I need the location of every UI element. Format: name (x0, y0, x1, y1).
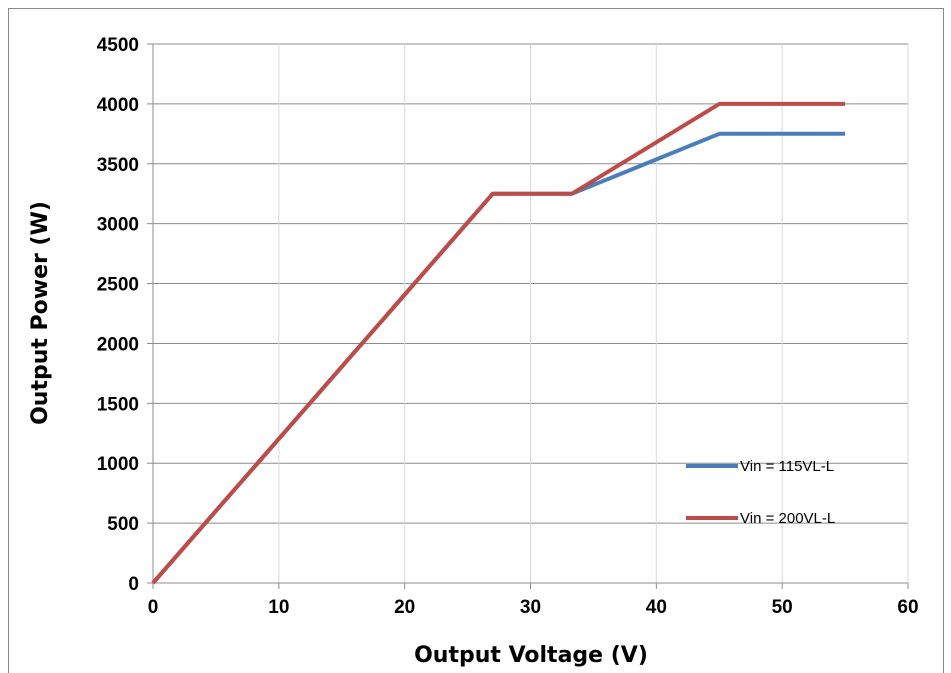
y-tick-label: 2500 (97, 275, 139, 296)
y-tick-label: 2000 (97, 334, 139, 355)
legend-label-2: Vin = 200VL-L (740, 510, 835, 527)
y-axis-title: Output Power (W) (28, 201, 53, 425)
y-tick-label: 500 (107, 514, 139, 535)
x-tick-label: 30 (520, 597, 541, 618)
y-tick-label: 3000 (97, 215, 139, 236)
y-tick-label: 4000 (97, 95, 139, 116)
x-tick-label: 20 (394, 597, 415, 618)
y-tick-label: 0 (128, 574, 139, 595)
y-tick-label: 3500 (97, 155, 139, 176)
series-line-2 (151, 101, 846, 585)
series-lines (151, 101, 846, 585)
legend-label-1: Vin = 115VL-L (740, 458, 834, 475)
y-tick-label: 1500 (97, 394, 139, 415)
x-tick-label: 50 (772, 597, 793, 618)
y-tick-label: 4500 (97, 35, 139, 56)
legend: Vin = 115VL-L Vin = 200VL-L (686, 458, 835, 527)
x-tick-labels: 0 10 20 30 40 50 60 (148, 597, 919, 618)
x-tick-label: 0 (148, 597, 159, 618)
x-tick-label: 40 (646, 597, 667, 618)
chart-frame (8, 8, 944, 673)
x-axis-title: Output Voltage (V) (414, 643, 648, 668)
grid-lines (153, 43, 909, 583)
x-tick-label: 60 (897, 597, 918, 618)
x-tick-label: 10 (268, 597, 289, 618)
y-tick-labels: 0 500 1000 1500 2000 2500 3000 3500 4000 4500 (97, 35, 139, 595)
axes (147, 43, 909, 589)
y-tick-label: 1000 (97, 454, 139, 475)
